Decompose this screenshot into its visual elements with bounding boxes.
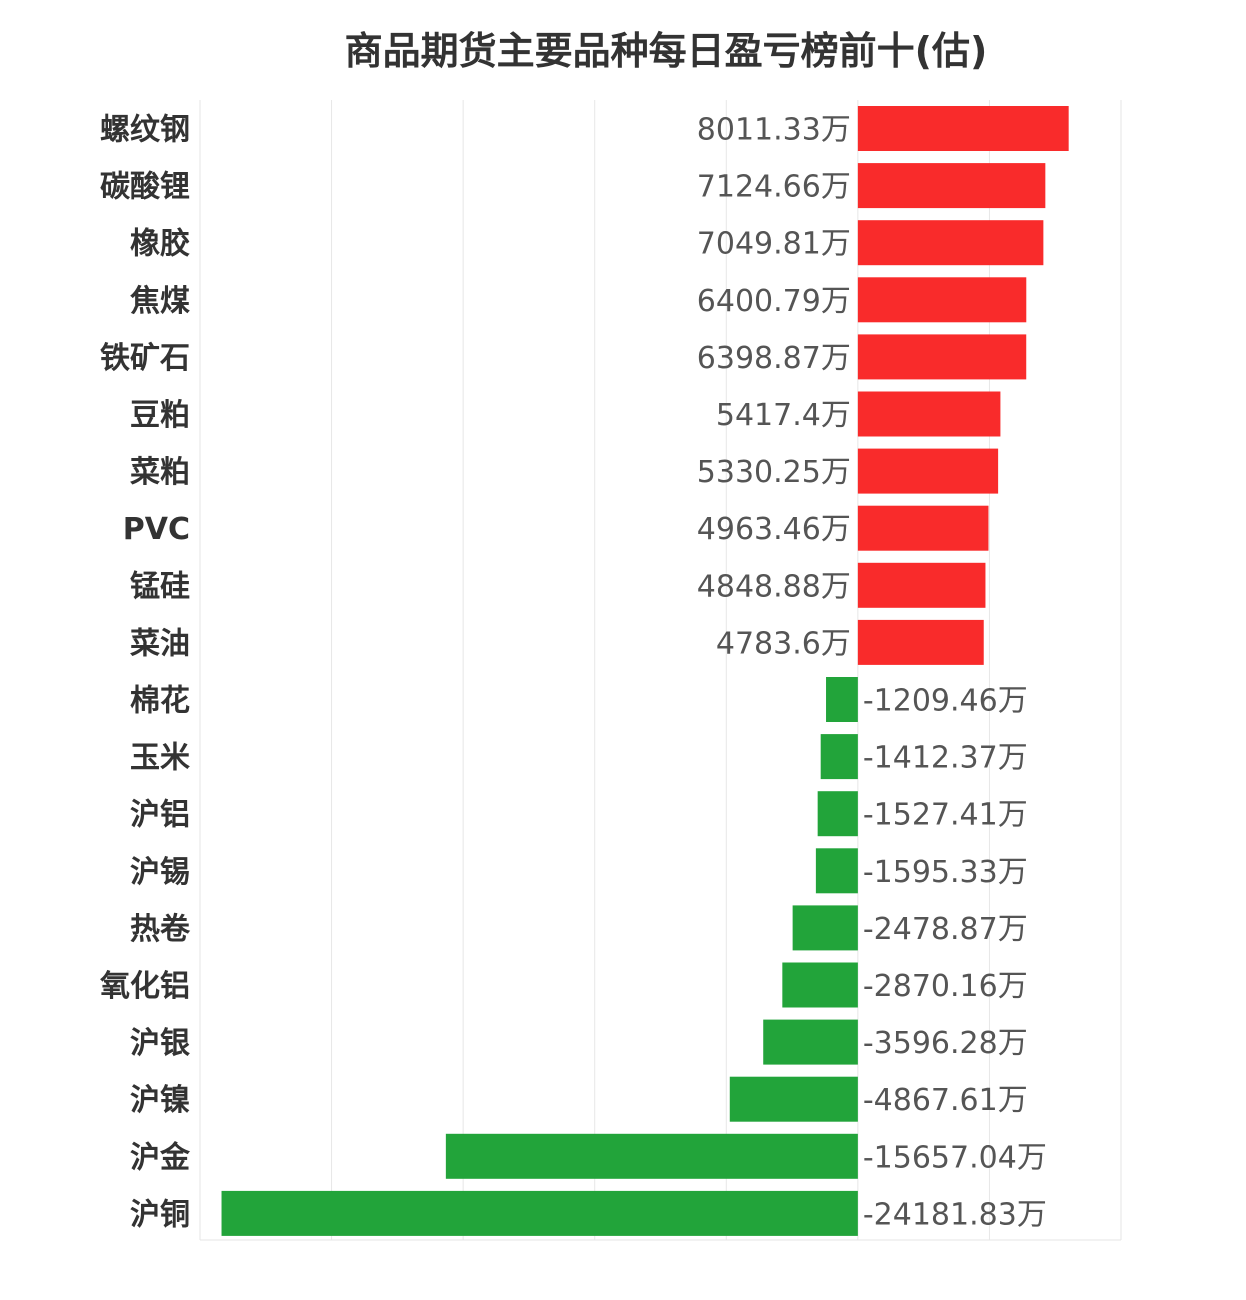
category-label: 沪铝 — [130, 798, 190, 833]
value-label: 5417.4万 — [716, 398, 851, 433]
bar — [729, 1076, 858, 1122]
category-label: 螺纹钢 — [100, 113, 190, 148]
bar — [857, 562, 986, 608]
bar — [857, 220, 1044, 266]
value-label: -2478.87万 — [863, 912, 1028, 947]
bar — [820, 734, 858, 780]
category-label: 菜油 — [130, 626, 190, 661]
category-label: 沪锡 — [130, 855, 190, 890]
bar — [221, 1190, 858, 1236]
value-label: 7124.66万 — [697, 170, 851, 205]
bars — [221, 106, 1069, 1236]
chart-title: 商品期货主要品种每日盈亏榜前十(估) — [344, 29, 988, 73]
value-label: 7049.81万 — [697, 227, 851, 262]
value-label: 6400.79万 — [697, 284, 851, 319]
bar — [857, 106, 1069, 151]
bar — [817, 791, 858, 837]
value-labels: 8011.33万 7124.66万 7049.81万 6400.79万 6398.87万… — [697, 113, 1047, 1233]
category-label: 焦煤 — [130, 284, 190, 319]
bar — [826, 677, 858, 722]
bar — [857, 619, 984, 665]
category-label: 橡胶 — [130, 227, 190, 262]
gridlines — [199, 100, 1122, 1241]
value-label: 4848.88万 — [697, 569, 851, 604]
bar — [782, 962, 858, 1008]
value-label: -15657.04万 — [863, 1140, 1047, 1175]
value-label: 8011.33万 — [697, 113, 851, 148]
category-label: 沪金 — [130, 1140, 191, 1175]
category-label: 豆粕 — [130, 398, 190, 433]
value-label: 4963.46万 — [697, 512, 851, 547]
category-label: 碳酸锂 — [100, 170, 190, 205]
value-label: -1209.46万 — [863, 684, 1028, 719]
value-label: 6398.87万 — [697, 341, 851, 376]
bar — [763, 1019, 858, 1065]
bar — [857, 163, 1046, 209]
bar — [792, 905, 858, 951]
category-label: 菜粕 — [130, 455, 190, 490]
value-label: -4867.61万 — [863, 1083, 1028, 1118]
category-label: 热卷 — [130, 912, 191, 947]
bar — [445, 1133, 858, 1179]
value-label: -3596.28万 — [863, 1026, 1028, 1061]
bar — [857, 334, 1027, 380]
value-label: -1412.37万 — [863, 741, 1028, 776]
category-label: 玉米 — [130, 741, 190, 776]
value-label: -24181.83万 — [863, 1197, 1047, 1232]
bar — [815, 848, 858, 894]
category-label: 氧化铝 — [100, 969, 190, 1004]
category-label: 沪银 — [130, 1026, 190, 1061]
bar — [857, 391, 1001, 437]
category-label: 沪铜 — [130, 1197, 190, 1232]
value-label: -2870.16万 — [863, 969, 1028, 1004]
value-label: 4783.6万 — [716, 626, 851, 661]
category-label: 铁矿石 — [100, 341, 190, 376]
value-label: 5330.25万 — [697, 455, 851, 490]
category-label: 沪镍 — [130, 1083, 190, 1118]
value-label: -1527.41万 — [863, 798, 1028, 833]
bar — [857, 505, 989, 551]
category-label: 棉花 — [130, 684, 190, 719]
category-label: PVC — [123, 512, 190, 547]
category-label: 锰硅 — [130, 569, 190, 604]
bar — [857, 448, 999, 494]
value-label: -1595.33万 — [863, 855, 1028, 890]
bar — [857, 277, 1027, 323]
